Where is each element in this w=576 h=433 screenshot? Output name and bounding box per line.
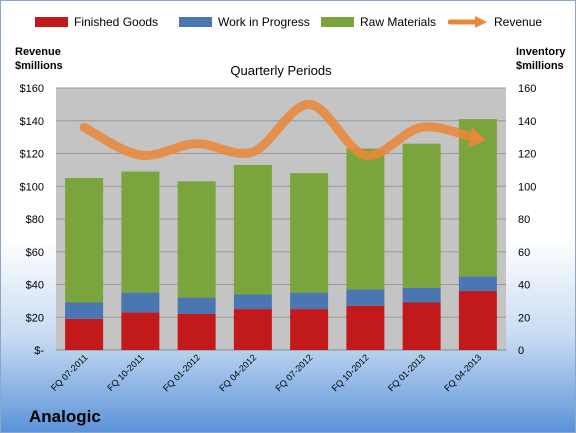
legend-swatch-work-in-progress bbox=[179, 17, 212, 27]
y-tick-label-right: 0 bbox=[518, 345, 524, 357]
legend-label-work-in-progress: Work in Progress bbox=[218, 15, 310, 29]
y-tick-label-right: 120 bbox=[518, 149, 536, 161]
legend-item-raw-materials: Raw Materials bbox=[321, 15, 436, 29]
legend-swatch-revenue bbox=[448, 16, 487, 28]
y-tick-label-right: 40 bbox=[518, 280, 530, 292]
legend-item-revenue: Revenue bbox=[448, 15, 542, 29]
left-axis-title: Revenue $millions bbox=[15, 45, 63, 73]
y-tick-label-left: $80 bbox=[26, 214, 44, 226]
y-tick-label-right: 100 bbox=[518, 181, 536, 193]
bar-finished-goods bbox=[290, 309, 329, 350]
bar-work-in-progress bbox=[233, 294, 272, 310]
bar-raw-materials bbox=[346, 148, 385, 290]
bar-raw-materials bbox=[458, 119, 497, 277]
bar-raw-materials bbox=[121, 171, 160, 293]
right-axis-title: Inventory $millions bbox=[516, 45, 566, 73]
y-tick-label-left: $120 bbox=[20, 149, 44, 161]
x-tick-label: FQ 04-2012 bbox=[217, 352, 258, 393]
right-axis-title-line1: Inventory bbox=[516, 46, 566, 58]
legend-item-finished-goods: Finished Goods bbox=[35, 15, 158, 29]
bar-work-in-progress bbox=[177, 297, 216, 314]
bar-finished-goods bbox=[458, 291, 497, 350]
bar-finished-goods bbox=[121, 312, 160, 350]
y-tick-label-left: $20 bbox=[26, 312, 44, 324]
bar-work-in-progress bbox=[65, 302, 104, 319]
left-axis-title-line2: $millions bbox=[15, 60, 63, 72]
bar-work-in-progress bbox=[290, 292, 329, 310]
x-tick-label: FQ 07-2012 bbox=[274, 352, 315, 393]
left-axis-title-line1: Revenue bbox=[15, 46, 61, 58]
company-name: Analogic bbox=[29, 407, 101, 426]
legend-swatch-finished-goods bbox=[35, 17, 68, 27]
y-tick-label-left: $160 bbox=[20, 83, 44, 95]
legend-label-raw-materials: Raw Materials bbox=[360, 15, 437, 29]
legend-label-revenue: Revenue bbox=[494, 15, 543, 29]
bar-raw-materials bbox=[65, 178, 104, 303]
bar-finished-goods bbox=[402, 302, 441, 350]
y-tick-label-right: 80 bbox=[518, 214, 530, 226]
y-tick-label-right: 140 bbox=[518, 116, 536, 128]
revenue-line bbox=[79, 99, 483, 160]
bar-finished-goods bbox=[346, 305, 385, 350]
bar-work-in-progress bbox=[402, 287, 441, 303]
chart-title: Quarterly Periods bbox=[230, 63, 332, 78]
y-tick-label-right: 160 bbox=[518, 83, 536, 95]
bar-work-in-progress bbox=[346, 289, 385, 306]
y-tick-label-left: $140 bbox=[20, 116, 44, 128]
bar-raw-materials bbox=[177, 181, 216, 298]
revenue-arrowhead bbox=[467, 126, 486, 148]
bar-raw-materials bbox=[233, 164, 272, 295]
bar-finished-goods bbox=[177, 313, 216, 350]
y-tick-label-right: 60 bbox=[518, 247, 530, 259]
x-tick-label: FQ 07-2011 bbox=[49, 352, 90, 393]
right-axis-title-line2: $millions bbox=[516, 60, 564, 72]
legend-swatch-raw-materials bbox=[321, 17, 354, 27]
bar-work-in-progress bbox=[121, 292, 160, 313]
x-tick-label: FQ 04-2013 bbox=[442, 352, 483, 393]
x-tick-label: FQ 01-2013 bbox=[386, 352, 427, 393]
bar-work-in-progress bbox=[458, 276, 497, 292]
bar-raw-materials bbox=[402, 143, 441, 288]
legend-item-work-in-progress: Work in Progress bbox=[179, 15, 310, 29]
y-tick-label-right: 20 bbox=[518, 312, 530, 324]
y-tick-label-left: $60 bbox=[26, 247, 44, 259]
y-tick-label-left: $- bbox=[34, 345, 44, 357]
x-tick-label: FQ 01-2012 bbox=[161, 352, 202, 393]
bar-raw-materials bbox=[290, 173, 329, 293]
bar-finished-goods bbox=[65, 318, 104, 350]
y-tick-label-left: $40 bbox=[26, 280, 44, 292]
x-tick-label: FQ 10-2012 bbox=[330, 352, 371, 393]
legend-label-finished-goods: Finished Goods bbox=[74, 15, 159, 29]
bar-finished-goods bbox=[233, 309, 272, 350]
x-tick-label: FQ 10-2011 bbox=[105, 352, 146, 393]
y-tick-label-left: $100 bbox=[20, 181, 44, 193]
